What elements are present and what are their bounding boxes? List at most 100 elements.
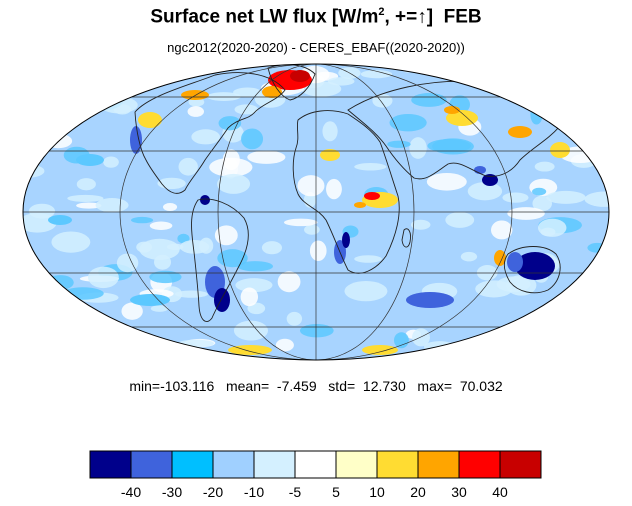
field-patch <box>387 140 411 148</box>
colorbar-tick-label: 5 <box>332 484 340 500</box>
field-highlight <box>290 70 310 82</box>
colorbar-tick-label: -40 <box>120 484 142 500</box>
field-patch <box>116 253 139 273</box>
field-patch <box>427 139 471 153</box>
colorbar-box <box>171 450 214 479</box>
field-patch <box>411 93 447 107</box>
field-highlight <box>342 232 350 248</box>
colorbar-box <box>130 450 173 479</box>
field-patch <box>76 178 96 191</box>
field-highlight <box>364 192 380 200</box>
field-patch <box>532 187 547 196</box>
colorbar-box <box>376 450 419 479</box>
field-patch <box>149 270 182 284</box>
colorbar-box <box>294 450 337 479</box>
colorbar-tick-label: -30 <box>161 484 183 500</box>
field-patch <box>532 195 552 212</box>
field-highlight <box>550 142 570 158</box>
field-patch <box>410 219 431 230</box>
field-patch <box>28 203 56 219</box>
field-patch <box>157 177 186 190</box>
statistics-line: min=-103.116 mean= -7.459 std= 12.730 ma… <box>129 378 503 394</box>
field-patch <box>187 106 205 117</box>
field-highlight <box>362 345 398 355</box>
field-patch <box>177 233 190 244</box>
colorbar-box <box>212 450 255 479</box>
colorbar-tick-label: 20 <box>410 484 426 500</box>
field-patch <box>502 192 529 203</box>
field-patch <box>354 163 387 171</box>
field-patch <box>546 190 586 204</box>
field-patch <box>23 213 57 233</box>
field-patch <box>191 129 221 145</box>
field-highlight <box>406 292 454 308</box>
field-highlight <box>130 126 142 154</box>
north-america-coast <box>134 72 286 194</box>
field-highlight <box>320 149 340 161</box>
field-highlight <box>482 174 498 186</box>
field-patch <box>344 280 388 302</box>
field-patch <box>277 271 301 293</box>
field-highlight <box>48 215 72 225</box>
field-highlight <box>354 202 366 208</box>
field-patch <box>475 280 513 298</box>
field-highlight <box>507 252 523 272</box>
field-highlight <box>76 154 104 166</box>
field-patch <box>360 70 393 79</box>
field-patch <box>261 241 283 255</box>
field-highlight <box>130 294 170 306</box>
field-patch <box>217 249 248 268</box>
field-patch <box>214 225 238 246</box>
field-patch <box>327 77 355 86</box>
field-patch <box>389 113 427 132</box>
field-patch <box>537 218 567 237</box>
colorbar-box <box>499 450 542 479</box>
field-patch <box>150 305 169 312</box>
field-highlight <box>138 112 162 128</box>
field-patch <box>322 121 338 142</box>
field-patch <box>460 251 478 262</box>
field-patch <box>240 287 259 307</box>
field-patch <box>149 221 173 230</box>
colorbar-tick-label: -20 <box>202 484 224 500</box>
map-outline <box>22 63 610 361</box>
field-patch <box>67 194 104 202</box>
field-patch <box>206 92 241 102</box>
colorbar-box <box>89 450 132 479</box>
field-patch <box>309 240 327 262</box>
field-patch <box>584 191 609 207</box>
field-patch <box>534 161 555 172</box>
field-highlight <box>494 250 506 266</box>
field-patch <box>179 239 210 254</box>
field-patch <box>87 266 119 289</box>
field-patch <box>283 218 318 227</box>
madagascar-coast <box>401 228 411 248</box>
field-patch <box>326 178 342 200</box>
field-highlight <box>228 345 272 355</box>
field-patch <box>409 137 427 159</box>
field-patch <box>275 338 294 352</box>
field-patch <box>217 173 251 194</box>
field-patch <box>467 182 503 201</box>
colorbar-box <box>417 450 460 479</box>
colorbar-tick-label: 30 <box>451 484 467 500</box>
field-patch <box>234 104 259 115</box>
field-patch <box>237 261 274 272</box>
colorbar-tick-label: -10 <box>243 484 265 500</box>
field-patch <box>241 128 264 150</box>
europe-africa-coast <box>292 110 400 274</box>
field-patch <box>490 220 513 240</box>
field-patch <box>51 231 91 253</box>
field-patch <box>247 150 286 164</box>
field-patch <box>174 290 208 298</box>
colorbar-tick-label: 10 <box>369 484 385 500</box>
field-patch <box>209 157 253 177</box>
field-patch <box>136 241 153 253</box>
field-patch <box>166 243 184 251</box>
field-patch <box>103 156 119 168</box>
colorbar-box <box>335 450 378 479</box>
field-patch <box>297 175 325 197</box>
field-patch <box>286 311 303 326</box>
field-patch <box>393 332 409 349</box>
